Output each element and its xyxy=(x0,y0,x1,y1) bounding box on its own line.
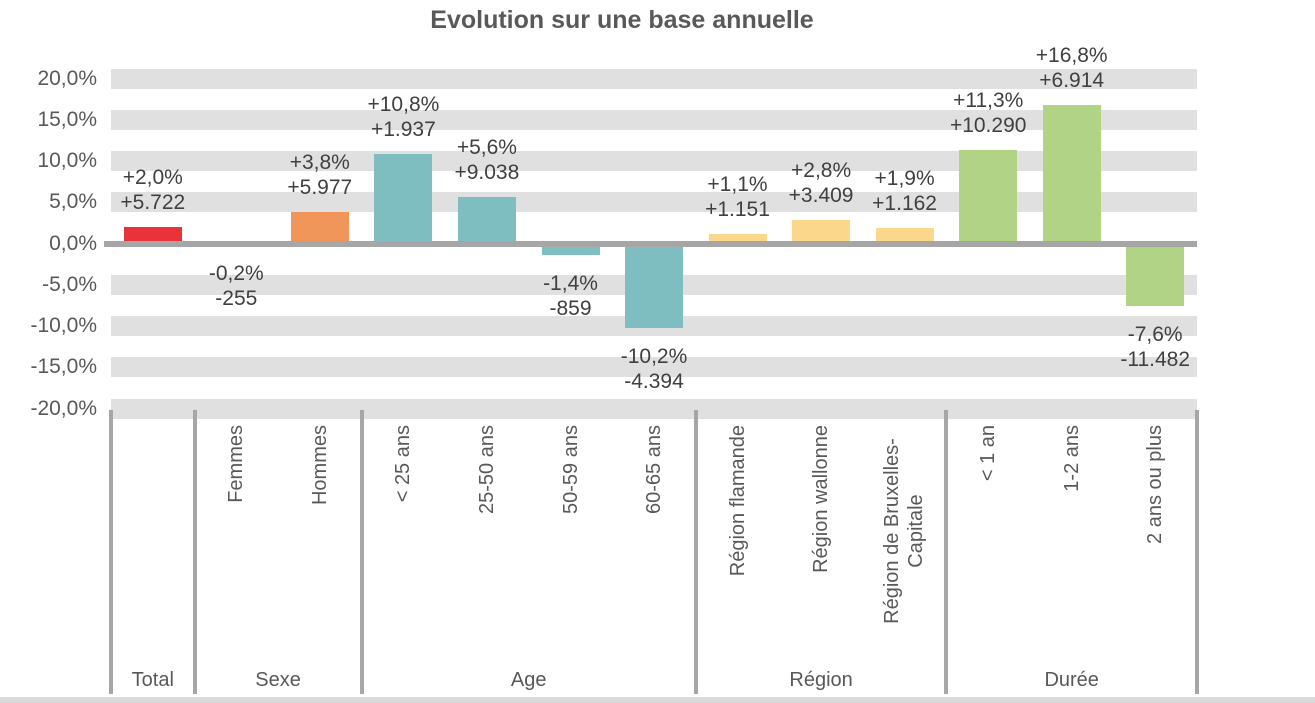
chart-bar xyxy=(457,197,516,244)
group-separator xyxy=(944,410,949,694)
category-tick-label: 2 ans ou plus xyxy=(1144,425,1167,544)
bar-value-label: +3,8% +5.977 xyxy=(235,150,405,200)
bar-abs-label: +9.038 xyxy=(454,161,520,185)
category-tick-label: 25-50 ans xyxy=(475,425,498,514)
y-tick-label: 5,0% xyxy=(49,190,97,214)
bar-abs-label: +1.162 xyxy=(872,191,937,215)
category-tick-label: 1-2 ans xyxy=(1060,425,1083,492)
group-separator xyxy=(109,410,113,694)
bar-pct-label: +2,8% xyxy=(791,159,852,183)
bar-value-label: -10,2% -4.394 xyxy=(569,344,739,394)
axis-baseline xyxy=(104,241,1197,247)
bar-abs-label: +3.409 xyxy=(788,184,854,208)
chart-bar xyxy=(625,243,683,328)
category-tick-label: < 25 ans xyxy=(392,425,415,503)
y-tick-label: 20,0% xyxy=(37,66,97,90)
bar-abs-label: -11.482 xyxy=(1120,348,1191,372)
group-label: Durée xyxy=(1044,669,1099,691)
bar-abs-label: +5.722 xyxy=(120,191,186,214)
y-tick-label: -15,0% xyxy=(30,355,97,379)
y-tick-label: -10,0% xyxy=(30,314,97,337)
bar-value-label: +16,8% +6.914 xyxy=(987,43,1157,93)
bar-pct-label: -10,2% xyxy=(620,344,688,368)
chart-title: Evolution sur une base annuelle xyxy=(430,6,814,34)
bar-pct-label: +3,8% xyxy=(289,151,350,175)
bar-value-label: +2,8% +3.409 xyxy=(736,158,906,208)
group-separator xyxy=(1195,410,1199,694)
group-label: Sexe xyxy=(255,669,301,691)
group-label: Région xyxy=(789,669,853,691)
bar-value-label: -7,6% -11.482 xyxy=(1070,322,1240,372)
category-tick-label: Région de Bruxelles-Capitale xyxy=(880,438,927,624)
chart-bar xyxy=(290,212,349,244)
bar-value-label: +5,6% +9.038 xyxy=(402,135,572,185)
bar-abs-label: +1.151 xyxy=(705,198,770,222)
grid-stripe xyxy=(111,109,1197,130)
y-tick-label: -20,0% xyxy=(30,396,97,420)
y-tick-label: 15,0% xyxy=(37,107,97,131)
bar-value-label: -0,2% -255 xyxy=(151,261,321,311)
category-tick-label: < 1 an xyxy=(977,425,1000,482)
category-tick-label: Région flamande xyxy=(726,425,749,577)
bar-value-label: +2,0% +5.722 xyxy=(68,165,238,215)
chart-bar xyxy=(1042,104,1101,244)
category-tick-label: Région wallonne xyxy=(810,425,833,573)
group-label: Total xyxy=(131,669,174,691)
bar-value-label: +11,3% +10.290 xyxy=(903,88,1073,138)
bar-abs-label: +5.977 xyxy=(287,176,353,200)
bar-value-label: +1,9% +1.162 xyxy=(820,166,990,216)
grid-stripe xyxy=(111,398,1197,419)
category-tick-label: 60-65 ans xyxy=(643,425,665,514)
y-tick-label: 0,0% xyxy=(49,231,97,255)
bar-pct-label: +1,1% xyxy=(707,173,768,197)
chart-bar xyxy=(708,234,767,244)
chart-bar xyxy=(875,227,934,244)
y-tick-label: -5,0% xyxy=(42,272,97,296)
bar-pct-label: +11,3% xyxy=(953,89,1024,113)
bar-abs-label: +10.290 xyxy=(949,114,1027,138)
category-tick-label: Hommes xyxy=(308,425,331,506)
chart-bar xyxy=(792,220,851,244)
bar-pct-label: +10,8% xyxy=(367,93,440,117)
bar-pct-label: -7,6% xyxy=(1127,323,1183,347)
group-separator xyxy=(359,410,364,694)
category-tick-label: Femmes xyxy=(225,425,248,503)
bar-abs-label: +1.937 xyxy=(370,118,436,142)
bar-pct-label: +2,0% xyxy=(122,166,183,189)
bar-value-label: +1,1% +1.151 xyxy=(653,172,823,222)
chart-bar xyxy=(959,150,1018,244)
bar-abs-label: +6.914 xyxy=(1039,68,1105,92)
group-separator xyxy=(693,410,698,694)
grid-stripe xyxy=(111,68,1197,89)
bar-abs-label: -255 xyxy=(215,287,258,311)
y-tick-label: 10,0% xyxy=(37,149,97,172)
bar-pct-label: -1,4% xyxy=(543,272,598,296)
chart-bar xyxy=(123,227,182,244)
bottom-strip xyxy=(0,697,1315,703)
bar-value-label: +10,8% +1.937 xyxy=(318,92,488,142)
bar-abs-label: -4.394 xyxy=(624,369,684,393)
chart-bar xyxy=(1126,243,1185,307)
bar-pct-label: +16,8% xyxy=(1035,43,1108,67)
chart-bar xyxy=(374,154,433,244)
bar-pct-label: +5,6% xyxy=(456,136,517,160)
group-separator xyxy=(192,410,197,694)
group-label: Age xyxy=(510,669,547,691)
bar-pct-label: -0,2% xyxy=(208,262,264,286)
bar-abs-label: -859 xyxy=(549,297,592,321)
grid-stripe xyxy=(111,357,1197,378)
bar-value-label: -1,4% -859 xyxy=(486,271,656,321)
chart-bar xyxy=(541,243,600,255)
bar-pct-label: +1,9% xyxy=(874,166,935,190)
category-tick-label: 50-59 ans xyxy=(559,425,582,514)
